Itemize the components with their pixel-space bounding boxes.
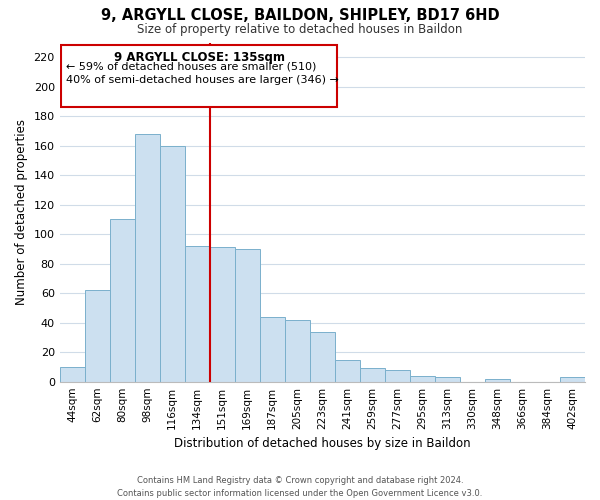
Bar	[85, 290, 110, 382]
Bar	[260, 317, 285, 382]
Bar	[360, 368, 385, 382]
Bar	[235, 249, 260, 382]
Text: 40% of semi-detached houses are larger (346) →: 40% of semi-detached houses are larger (…	[66, 75, 339, 85]
Bar	[285, 320, 310, 382]
Bar	[160, 146, 185, 382]
Text: Size of property relative to detached houses in Baildon: Size of property relative to detached ho…	[137, 22, 463, 36]
Bar	[61, 46, 337, 108]
Bar	[59, 367, 85, 382]
Text: 9 ARGYLL CLOSE: 135sqm: 9 ARGYLL CLOSE: 135sqm	[113, 52, 284, 64]
Bar	[485, 378, 510, 382]
Text: ← 59% of detached houses are smaller (510): ← 59% of detached houses are smaller (51…	[66, 62, 316, 72]
Y-axis label: Number of detached properties: Number of detached properties	[15, 119, 28, 305]
Text: 9, ARGYLL CLOSE, BAILDON, SHIPLEY, BD17 6HD: 9, ARGYLL CLOSE, BAILDON, SHIPLEY, BD17 …	[101, 8, 499, 22]
Bar	[110, 220, 135, 382]
X-axis label: Distribution of detached houses by size in Baildon: Distribution of detached houses by size …	[174, 437, 470, 450]
Bar	[385, 370, 410, 382]
Bar	[435, 378, 460, 382]
Bar	[185, 246, 210, 382]
Text: Contains HM Land Registry data © Crown copyright and database right 2024.
Contai: Contains HM Land Registry data © Crown c…	[118, 476, 482, 498]
Bar	[135, 134, 160, 382]
Bar	[560, 378, 585, 382]
Bar	[335, 360, 360, 382]
Bar	[410, 376, 435, 382]
Bar	[310, 332, 335, 382]
Bar	[210, 248, 235, 382]
